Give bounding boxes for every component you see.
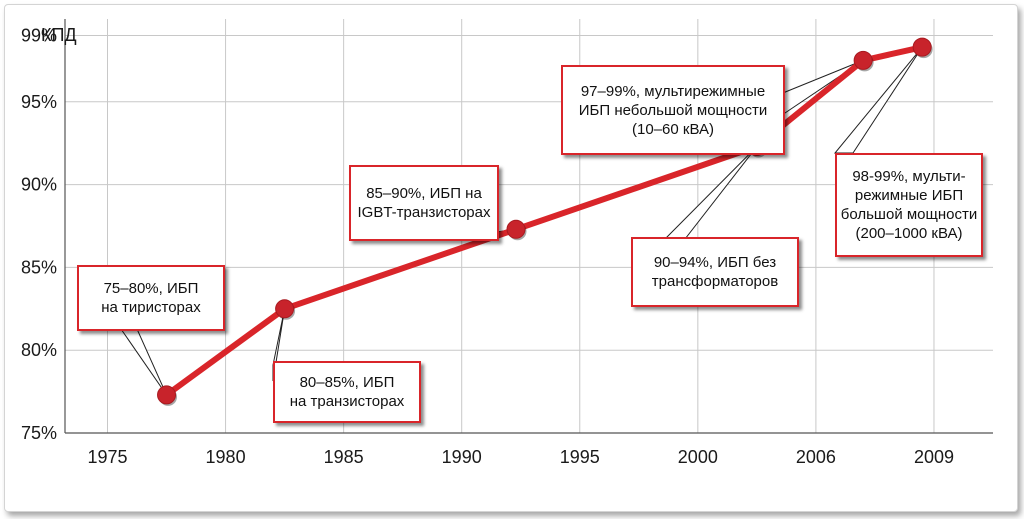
data-point — [275, 299, 295, 319]
efficiency-chart: 1975 1980 1985 1990 1995 2000 2006 2009 75% 80% 85… — [21, 19, 993, 467]
y-tick-label: 85% — [21, 257, 57, 277]
annotation-text: 97–99%, мультирежимные ИБП небольшой мощ… — [578, 82, 768, 138]
x-tick-label: 2000 — [678, 447, 718, 467]
annotation-text: 85–90%, ИБП на IGBT-транзисторах — [357, 185, 491, 221]
annotation-box: 85–90%, ИБП на IGBT-транзисторах — [349, 165, 499, 241]
data-point — [157, 385, 177, 405]
y-tick-label: 75% — [21, 423, 57, 443]
x-tick-label: 1980 — [206, 447, 246, 467]
annotation-box: 90–94%, ИБП без трансформаторов — [631, 237, 799, 307]
x-tick-label: 1995 — [560, 447, 600, 467]
y-tick-label: 80% — [21, 340, 57, 360]
x-tick-label: 1975 — [87, 447, 127, 467]
x-tick-label: 1985 — [324, 447, 364, 467]
y-tick-label: 90% — [21, 175, 57, 195]
annotation-box: 75–80%, ИБП на тиристорах — [77, 265, 225, 331]
efficiency-line — [163, 44, 926, 398]
data-point — [506, 219, 526, 239]
x-tick-label: 2006 — [796, 447, 836, 467]
y-tick-label: 99% — [21, 26, 57, 46]
annotation-text: 98-99%, мульти- режимные ИБП большой мощ… — [840, 168, 978, 242]
annotation-text: 80–85%, ИБП на транзисторах — [289, 374, 405, 410]
annotation-text: 75–80%, ИБП на тиристорах — [101, 280, 201, 316]
y-tick-label: 95% — [21, 92, 57, 112]
annotation-box: 98-99%, мульти- режимные ИБП большой мощ… — [835, 153, 983, 257]
annotation-text: 90–94%, ИБП без трансформаторов — [651, 254, 779, 290]
callout-pointer — [833, 46, 923, 154]
data-point — [912, 37, 932, 57]
x-tick-label: 1990 — [442, 447, 482, 467]
data-point — [853, 50, 873, 70]
annotation-box: 97–99%, мультирежимные ИБП небольшой мощ… — [561, 65, 785, 155]
callout-pointer — [120, 328, 167, 396]
annotation-box: 80–85%, ИБП на транзисторах — [273, 361, 421, 423]
chart-frame: 1975 1980 1985 1990 1995 2000 2006 2009 75% 80% 85… — [4, 4, 1018, 512]
x-tick-label: 2009 — [914, 447, 954, 467]
y-axis-title: КПД — [41, 25, 77, 45]
